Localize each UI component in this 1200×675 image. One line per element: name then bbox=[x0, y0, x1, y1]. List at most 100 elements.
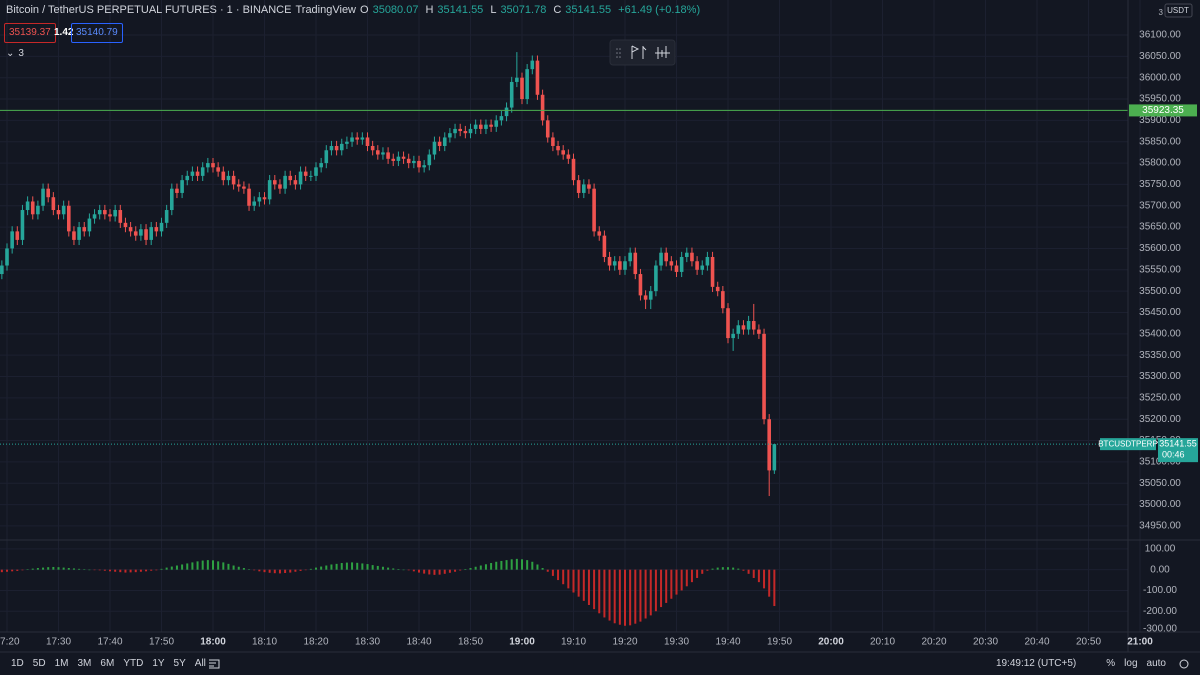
candle-body bbox=[556, 145, 560, 151]
icon-settings[interactable] bbox=[1178, 658, 1190, 670]
candle-body bbox=[417, 160, 421, 168]
candle-body bbox=[149, 227, 153, 240]
ask[interactable]: 35140.79 bbox=[71, 23, 123, 43]
grid bbox=[0, 0, 1141, 633]
histogram-bar bbox=[557, 569, 560, 581]
histogram-bar bbox=[572, 569, 575, 593]
floating-toolbar[interactable] bbox=[609, 39, 676, 66]
histogram-bar bbox=[206, 560, 209, 570]
candle-body bbox=[262, 197, 267, 200]
candle-body bbox=[386, 152, 390, 159]
histogram-bar bbox=[412, 569, 415, 572]
y-tick-label: 35750.00 bbox=[1139, 179, 1181, 190]
indicator-pane bbox=[0, 558, 776, 626]
histogram-bar bbox=[737, 568, 740, 570]
histogram-bar bbox=[484, 564, 487, 570]
histogram-bar bbox=[160, 568, 163, 570]
range-button[interactable]: 1Y bbox=[152, 658, 165, 669]
hline-label: 35923.35 bbox=[1142, 105, 1184, 116]
currency: USDT bbox=[1167, 6, 1189, 15]
histogram-bar bbox=[6, 569, 8, 572]
scale-option[interactable]: auto bbox=[1146, 658, 1166, 669]
histogram-bar bbox=[567, 569, 570, 589]
candle-body bbox=[82, 227, 87, 232]
candle-body bbox=[705, 256, 710, 266]
candle-body bbox=[97, 210, 102, 215]
histogram-bar bbox=[701, 569, 704, 574]
candle-body bbox=[350, 137, 354, 142]
legend-header: Bitcoin / TetherUS PERPETUAL FUTURES · 1… bbox=[6, 4, 703, 16]
y-tick-label: 36100.00 bbox=[1139, 30, 1181, 41]
ohlc-value: 35080.07 bbox=[372, 4, 419, 16]
candle-body bbox=[499, 116, 504, 121]
scale-badge: 3 bbox=[1159, 8, 1164, 17]
y-tick-label: 35600.00 bbox=[1139, 243, 1181, 254]
x-tick-label: 18:30 bbox=[355, 637, 380, 648]
range-button[interactable]: 6M bbox=[100, 658, 115, 669]
histogram-bar bbox=[222, 562, 225, 570]
histogram-bar bbox=[335, 563, 338, 570]
candle-body bbox=[303, 171, 308, 176]
currency-badge[interactable] bbox=[1164, 3, 1193, 18]
histogram-bar bbox=[577, 569, 580, 597]
x-tick-label: 20:50 bbox=[1076, 637, 1101, 648]
histogram-bar bbox=[624, 569, 626, 626]
histogram-bar bbox=[598, 569, 601, 614]
y-tick-label: 35850.00 bbox=[1139, 136, 1181, 147]
histogram-bar bbox=[47, 567, 50, 570]
histogram-bar bbox=[546, 569, 549, 572]
histogram-bar bbox=[191, 562, 194, 570]
clock[interactable]: 19:49:12 (UTC+5) bbox=[995, 658, 1077, 669]
histogram-bar bbox=[670, 569, 673, 599]
histogram-bar bbox=[268, 569, 271, 573]
labels: 17:20 17:30 17:40 17:50 18:00 18:10 18:20 18:30… bbox=[0, 30, 1198, 648]
candle-body bbox=[257, 197, 262, 202]
scale-option[interactable]: log bbox=[1124, 658, 1138, 669]
histogram-bar bbox=[500, 560, 503, 570]
candle-body bbox=[525, 69, 529, 100]
histogram-bar bbox=[685, 569, 688, 587]
candle-body bbox=[458, 128, 462, 132]
ohlc-label: H bbox=[425, 4, 434, 16]
range-button[interactable]: 1M bbox=[54, 658, 69, 669]
histogram-bar bbox=[690, 569, 693, 583]
histogram-bar bbox=[109, 569, 111, 572]
histogram-bar bbox=[474, 566, 477, 570]
range-button[interactable]: 5D bbox=[32, 658, 46, 669]
icon-measure[interactable] bbox=[655, 46, 670, 59]
histogram-bar bbox=[654, 569, 657, 612]
x-tick-label: 19:30 bbox=[664, 637, 689, 648]
range-button[interactable]: 5Y bbox=[173, 658, 186, 669]
candle-body bbox=[731, 333, 735, 339]
y-tick-label: 35350.00 bbox=[1139, 350, 1181, 361]
range-button[interactable]: 3M bbox=[77, 658, 92, 669]
histogram-bar bbox=[505, 560, 508, 570]
histogram-bar bbox=[103, 569, 106, 571]
scale-option[interactable]: % bbox=[1106, 658, 1116, 669]
histogram-bar bbox=[57, 567, 60, 570]
histogram-bar bbox=[381, 566, 384, 570]
candle-body bbox=[77, 227, 81, 240]
histogram-bar bbox=[593, 569, 596, 610]
x-tick-label: 21:00 bbox=[1127, 637, 1153, 648]
histogram-bar bbox=[145, 569, 148, 572]
bid[interactable]: 35139.37 bbox=[4, 23, 56, 43]
icon-goto[interactable] bbox=[206, 658, 222, 670]
histogram-bar bbox=[83, 569, 86, 570]
candle-body bbox=[236, 184, 241, 187]
candle-body bbox=[319, 163, 323, 168]
candle-body bbox=[535, 60, 540, 95]
candle-body bbox=[87, 218, 92, 232]
candle-body bbox=[0, 265, 4, 275]
range-button[interactable]: All bbox=[194, 658, 206, 669]
indicator-toggle[interactable]: ⌄ 3 bbox=[6, 48, 24, 59]
candle-body bbox=[623, 261, 627, 270]
histogram-bar bbox=[309, 568, 312, 570]
y-tick-label: 35700.00 bbox=[1139, 200, 1181, 211]
candle-body bbox=[468, 128, 473, 134]
range-button[interactable]: YTD bbox=[123, 658, 144, 669]
range-button[interactable]: 1D bbox=[11, 658, 24, 669]
icon-flags[interactable] bbox=[631, 45, 647, 59]
histogram-bar bbox=[629, 569, 632, 626]
histogram-bar bbox=[515, 558, 518, 570]
